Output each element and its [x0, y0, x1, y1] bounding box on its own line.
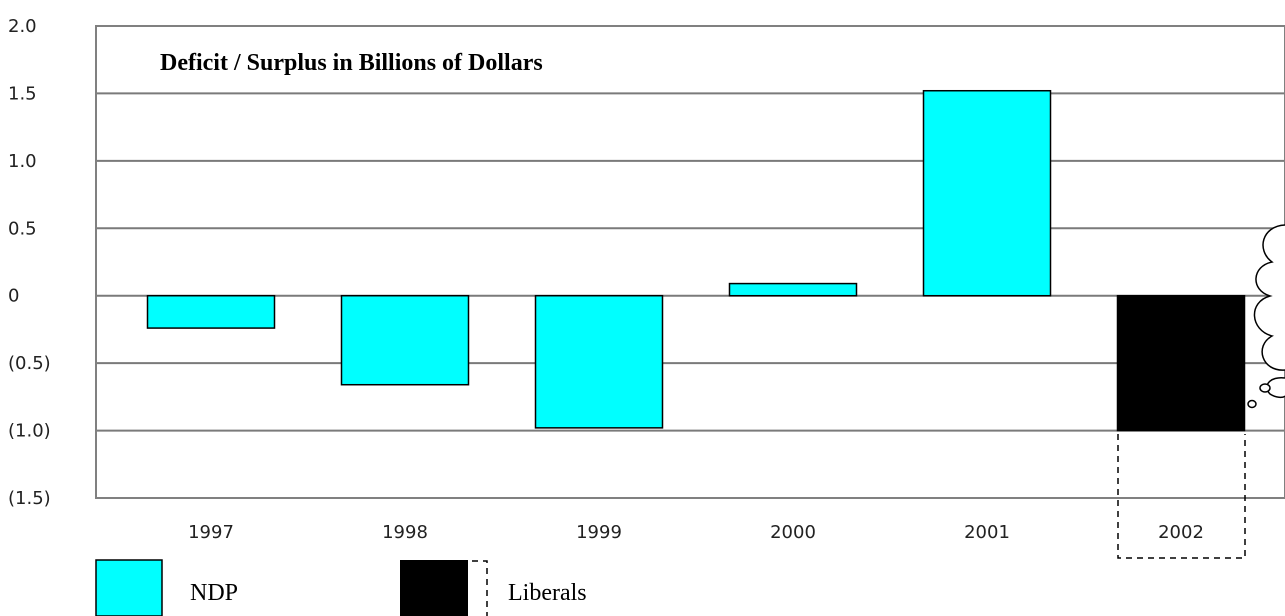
bar-2001	[922, 89, 1052, 297]
legend-swatch-liberals-dashed-outline	[472, 560, 488, 616]
projection-dashed-box	[1117, 434, 1246, 559]
legend-label-ndp: NDP	[190, 580, 238, 606]
x-tick-label: 2002	[1158, 522, 1204, 543]
chart-title: Deficit / Surplus in Billions of Dollars	[160, 50, 543, 76]
x-tick-label: 1998	[382, 522, 428, 543]
gridlines	[96, 92, 1285, 432]
bar-1998	[340, 294, 470, 386]
y-tick-label: (1.5)	[8, 488, 51, 509]
plot-frame	[95, 25, 1285, 499]
legend-label-liberals: Liberals	[508, 580, 587, 606]
bars	[146, 89, 1246, 432]
x-axis-ticks: 1997 1998 1999 2000 2001 2002	[188, 522, 1204, 543]
y-axis-ticks: 2.0 1.5 1.0 0.5 0 (0.5) (1.0) (1.5)	[8, 16, 51, 509]
bar-2002	[1116, 294, 1246, 432]
y-tick-label: 0	[8, 286, 19, 307]
x-tick-label: 1997	[188, 522, 234, 543]
y-tick-label: (0.5)	[8, 353, 51, 374]
legend-swatch-liberals	[400, 560, 468, 616]
x-tick-label: 2000	[770, 522, 816, 543]
y-tick-label: 2.0	[8, 16, 37, 37]
thought-bubble	[1247, 224, 1285, 409]
legend-swatch-ndp	[95, 559, 163, 616]
y-tick-label: (1.0)	[8, 421, 51, 442]
bar-2000	[728, 282, 858, 297]
legend: NDP Liberals	[95, 559, 587, 616]
x-tick-label: 1999	[576, 522, 622, 543]
y-tick-label: 1.0	[8, 151, 37, 172]
bar-1997	[146, 294, 276, 329]
x-tick-label: 2001	[964, 522, 1010, 543]
y-tick-label: 1.5	[8, 83, 37, 104]
y-tick-label: 0.5	[8, 218, 37, 239]
bar-1999	[534, 294, 664, 429]
